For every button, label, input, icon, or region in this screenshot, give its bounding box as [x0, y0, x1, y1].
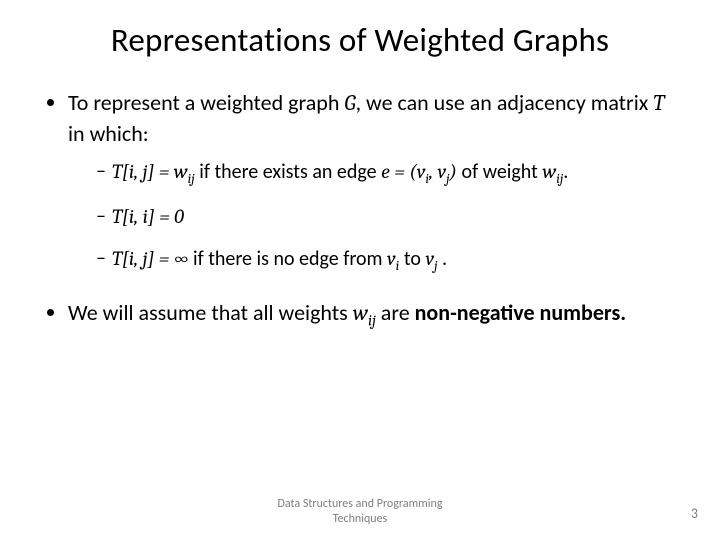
b1-mid: , we can use an adjacency matrix [356, 89, 654, 116]
s3-to: to [399, 247, 425, 271]
b1-t: T [653, 90, 664, 116]
sub-list: T[i, j] = wij if there exists an edge e … [68, 158, 680, 276]
bullet-2: We will assume that all weights wij are … [68, 298, 680, 331]
footer-line-1: Data Structures and Programming [0, 497, 720, 511]
sub-1: T[i, j] = wij if there exists an edge e … [96, 158, 680, 189]
bullet-1: To represent a weighted graph G, we can … [68, 88, 680, 276]
b2-bold: non-negative numbers. [415, 299, 627, 326]
s1-mid: if there exists an edge [195, 160, 381, 184]
s3-dot: . [437, 247, 447, 271]
sub-2: T[i, i] = 0 [96, 203, 680, 231]
s3-vi: v [387, 247, 396, 270]
s2-text: T[i, i] = 0 [112, 205, 184, 228]
s1-w: w [542, 160, 556, 183]
b1-post: in which: [68, 120, 149, 147]
s1-comma: , v [429, 160, 446, 183]
s1-lhs: T[i, j] = w [112, 160, 188, 183]
sub-3: T[i, j] = ∞ if there is no edge from vi … [96, 245, 680, 276]
b1-g: G [344, 90, 355, 116]
b2-mid: are [376, 299, 415, 326]
s3-vj: v [425, 247, 434, 270]
b2-sub: ij [368, 312, 376, 330]
s1-dot: . [563, 160, 568, 184]
s1-post: of weight [457, 160, 542, 184]
slide: Representations of Weighted Graphs To re… [0, 0, 720, 540]
slide-title: Representations of Weighted Graphs [40, 20, 680, 60]
s1-close: ) [450, 160, 457, 183]
b2-w: w [353, 300, 368, 326]
footer-line-2: Techniques [0, 512, 720, 526]
s3-lhs: T[i, j] = ∞ [112, 247, 188, 270]
b1-pre: To represent a weighted graph [68, 89, 344, 116]
page-number: 3 [691, 505, 698, 522]
footer: Data Structures and Programming Techniqu… [0, 497, 720, 526]
s1-sub: ij [188, 170, 195, 187]
s3-mid: if there is no edge from [188, 247, 387, 271]
s1-e: e = (v [381, 160, 425, 183]
slide-body: To represent a weighted graph G, we can … [40, 88, 680, 331]
bullet-list: To represent a weighted graph G, we can … [40, 88, 680, 331]
b2-pre: We will assume that all weights [68, 299, 353, 326]
